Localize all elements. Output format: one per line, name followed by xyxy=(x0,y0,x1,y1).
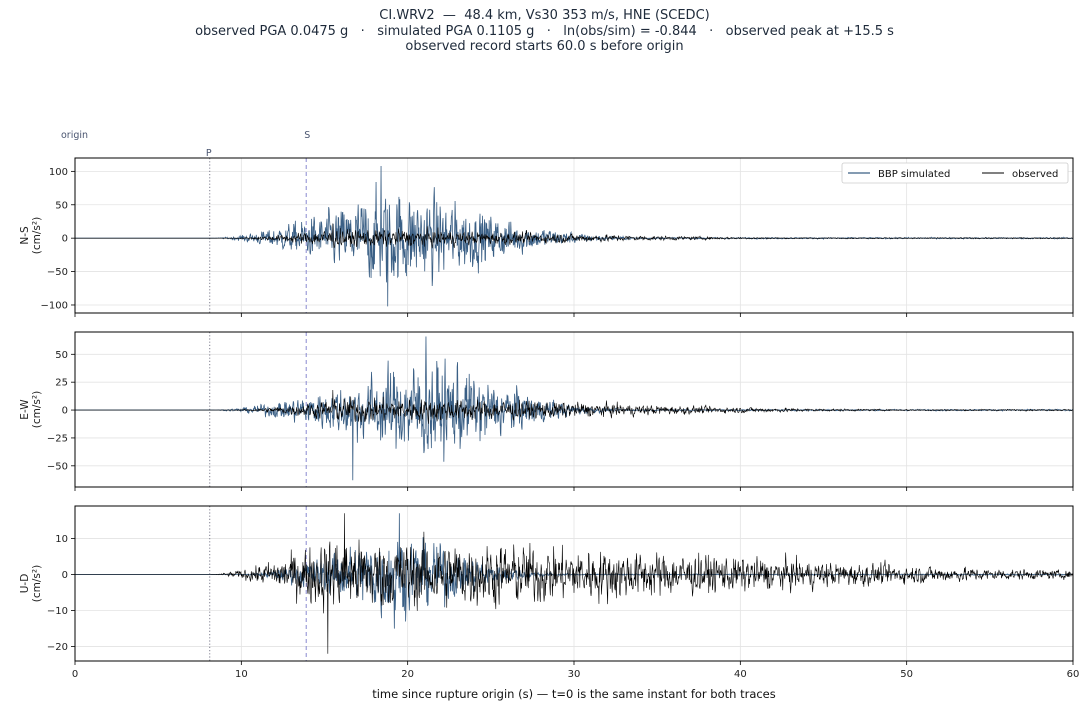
x-tick-label: 30 xyxy=(568,669,581,680)
title-line-3: observed record starts 60.0 s before ori… xyxy=(405,39,684,54)
legend-label-observed: observed xyxy=(1012,169,1058,180)
y-axis-label: N-S(cm/s²) xyxy=(19,217,43,254)
x-tick-label: 0 xyxy=(72,669,78,680)
y-axis-label: E-W(cm/s²) xyxy=(19,391,43,428)
series-observed xyxy=(75,513,1074,654)
y-tick-label: 10 xyxy=(55,534,68,545)
s-marker-label: S xyxy=(304,130,310,141)
y-tick-label: −25 xyxy=(47,433,68,444)
y-axis-label: U-D(cm/s²) xyxy=(19,565,43,602)
y-tick-label: −100 xyxy=(41,300,68,311)
y-axis-label-line: N-S xyxy=(19,226,31,245)
x-tick-label: 60 xyxy=(1067,669,1080,680)
x-tick-label: 50 xyxy=(900,669,913,680)
legend-label-simulated: BBP simulated xyxy=(878,169,950,180)
chart-title: CI.WRV2 — 48.4 km, Vs30 353 m/s, HNE (SC… xyxy=(0,8,1089,55)
y-tick-label: 50 xyxy=(55,200,68,211)
x-tick-label: 40 xyxy=(734,669,747,680)
y-axis-label-line: E-W xyxy=(19,399,31,420)
x-tick-label: 20 xyxy=(401,669,414,680)
title-line-1: CI.WRV2 — 48.4 km, Vs30 353 m/s, HNE (SC… xyxy=(379,8,710,23)
y-axis-label-line: (cm/s²) xyxy=(31,565,43,602)
panel-2: −50 −25 0 25 50 E-W(cm/s²) xyxy=(19,331,1074,491)
y-tick-label: 0 xyxy=(62,406,68,417)
y-tick-label: −50 xyxy=(47,461,68,472)
y-axis-label-line: (cm/s²) xyxy=(31,217,43,254)
x-tick-label: 10 xyxy=(235,669,248,680)
x-axis-label: time since rupture origin (s) — t=0 is t… xyxy=(372,687,776,701)
y-tick-label: −50 xyxy=(47,267,68,278)
title-line-2: observed PGA 0.0475 g · simulated PGA 0.… xyxy=(195,23,894,39)
y-tick-label: 25 xyxy=(55,378,68,389)
y-tick-label: 0 xyxy=(62,570,68,581)
series-observed xyxy=(75,223,1074,249)
y-tick-label: 100 xyxy=(49,167,68,178)
y-tick-label: 0 xyxy=(62,234,68,245)
series-observed xyxy=(75,389,1074,424)
y-tick-label: −20 xyxy=(47,642,68,653)
p-marker-label: P xyxy=(206,148,212,159)
y-axis-label-line: (cm/s²) xyxy=(31,391,43,428)
legend-box xyxy=(841,162,1069,184)
y-tick-label: −10 xyxy=(47,606,68,617)
panel-3: −20 −10 0 10 U-D(cm/s²) 0 10 20 30 40 50 60 xyxy=(19,505,1080,680)
legend: BBP simulated observed xyxy=(841,162,1069,184)
y-axis-label-line: U-D xyxy=(19,574,31,594)
y-tick-label: 50 xyxy=(55,350,68,361)
origin-marker-label: origin xyxy=(61,130,88,141)
